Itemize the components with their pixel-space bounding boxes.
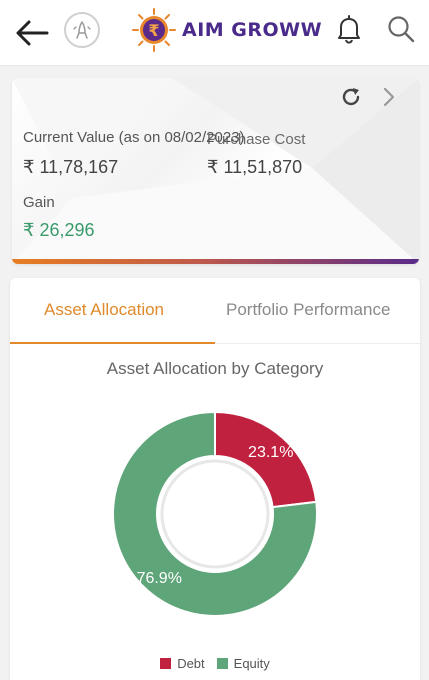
search-icon bbox=[388, 16, 415, 43]
legend-item-debt[interactable]: Debt bbox=[160, 656, 205, 671]
legend-label: Debt bbox=[177, 656, 205, 671]
brand-logo: ₹ AIM GROWW bbox=[132, 8, 322, 52]
donut-slice-equity[interactable] bbox=[112, 410, 318, 617]
current-value: ₹ 11,78,167 bbox=[23, 157, 119, 177]
card-accent-stripe bbox=[12, 259, 419, 264]
tab-asset-allocation[interactable]: Asset Allocation bbox=[44, 300, 165, 319]
namaste-button[interactable] bbox=[64, 12, 100, 48]
back-button[interactable] bbox=[12, 16, 52, 50]
namaste-icon bbox=[73, 21, 91, 39]
chart-legend: Debt Equity bbox=[10, 656, 420, 671]
chart-title: Asset Allocation by Category bbox=[106, 359, 324, 378]
purchase-cost-label: Purchase Cost bbox=[207, 131, 306, 148]
allocation-card: Asset Allocation Portfolio Performance A… bbox=[10, 278, 420, 680]
legend-swatch bbox=[216, 658, 228, 669]
refresh-icon bbox=[342, 88, 360, 106]
rupee-logo-icon: ₹ bbox=[132, 8, 176, 52]
svg-text:₹: ₹ bbox=[148, 21, 159, 40]
arrow-left-icon bbox=[16, 20, 49, 46]
gain-value: ₹ 26,296 bbox=[23, 220, 95, 240]
legend-swatch bbox=[160, 658, 172, 669]
allocation-donut-chart: 23.1% 76.9% bbox=[112, 410, 318, 617]
app-header: ₹ AIM GROWW bbox=[0, 0, 429, 66]
legend-item-equity[interactable]: Equity bbox=[216, 656, 270, 671]
notifications-button[interactable] bbox=[334, 12, 364, 46]
bell-icon bbox=[338, 15, 360, 44]
refresh-button[interactable] bbox=[338, 84, 364, 110]
brand-name: AIM GROWW bbox=[182, 19, 323, 41]
tab-portfolio-performance[interactable]: Portfolio Performance bbox=[226, 300, 391, 319]
search-button[interactable] bbox=[384, 12, 418, 46]
current-value-label: Current Value (as on 08/02/2023) bbox=[23, 129, 245, 146]
chevron-right-icon bbox=[383, 87, 395, 107]
gain-label: Gain bbox=[23, 194, 55, 211]
next-button[interactable] bbox=[376, 84, 402, 110]
data-label-debt: 23.1% bbox=[248, 444, 293, 461]
card-background-pattern bbox=[12, 78, 419, 264]
purchase-cost-value: ₹ 11,51,870 bbox=[207, 157, 303, 177]
active-tab-indicator bbox=[10, 342, 215, 344]
donut-inner-ring bbox=[160, 459, 270, 569]
legend-label: Equity bbox=[233, 656, 270, 671]
tab-bar: Asset Allocation Portfolio Performance bbox=[10, 278, 420, 344]
portfolio-summary-card: Purchase Cost Current Value (as on 08/02… bbox=[12, 78, 419, 264]
data-label-equity: 76.9% bbox=[137, 570, 182, 587]
